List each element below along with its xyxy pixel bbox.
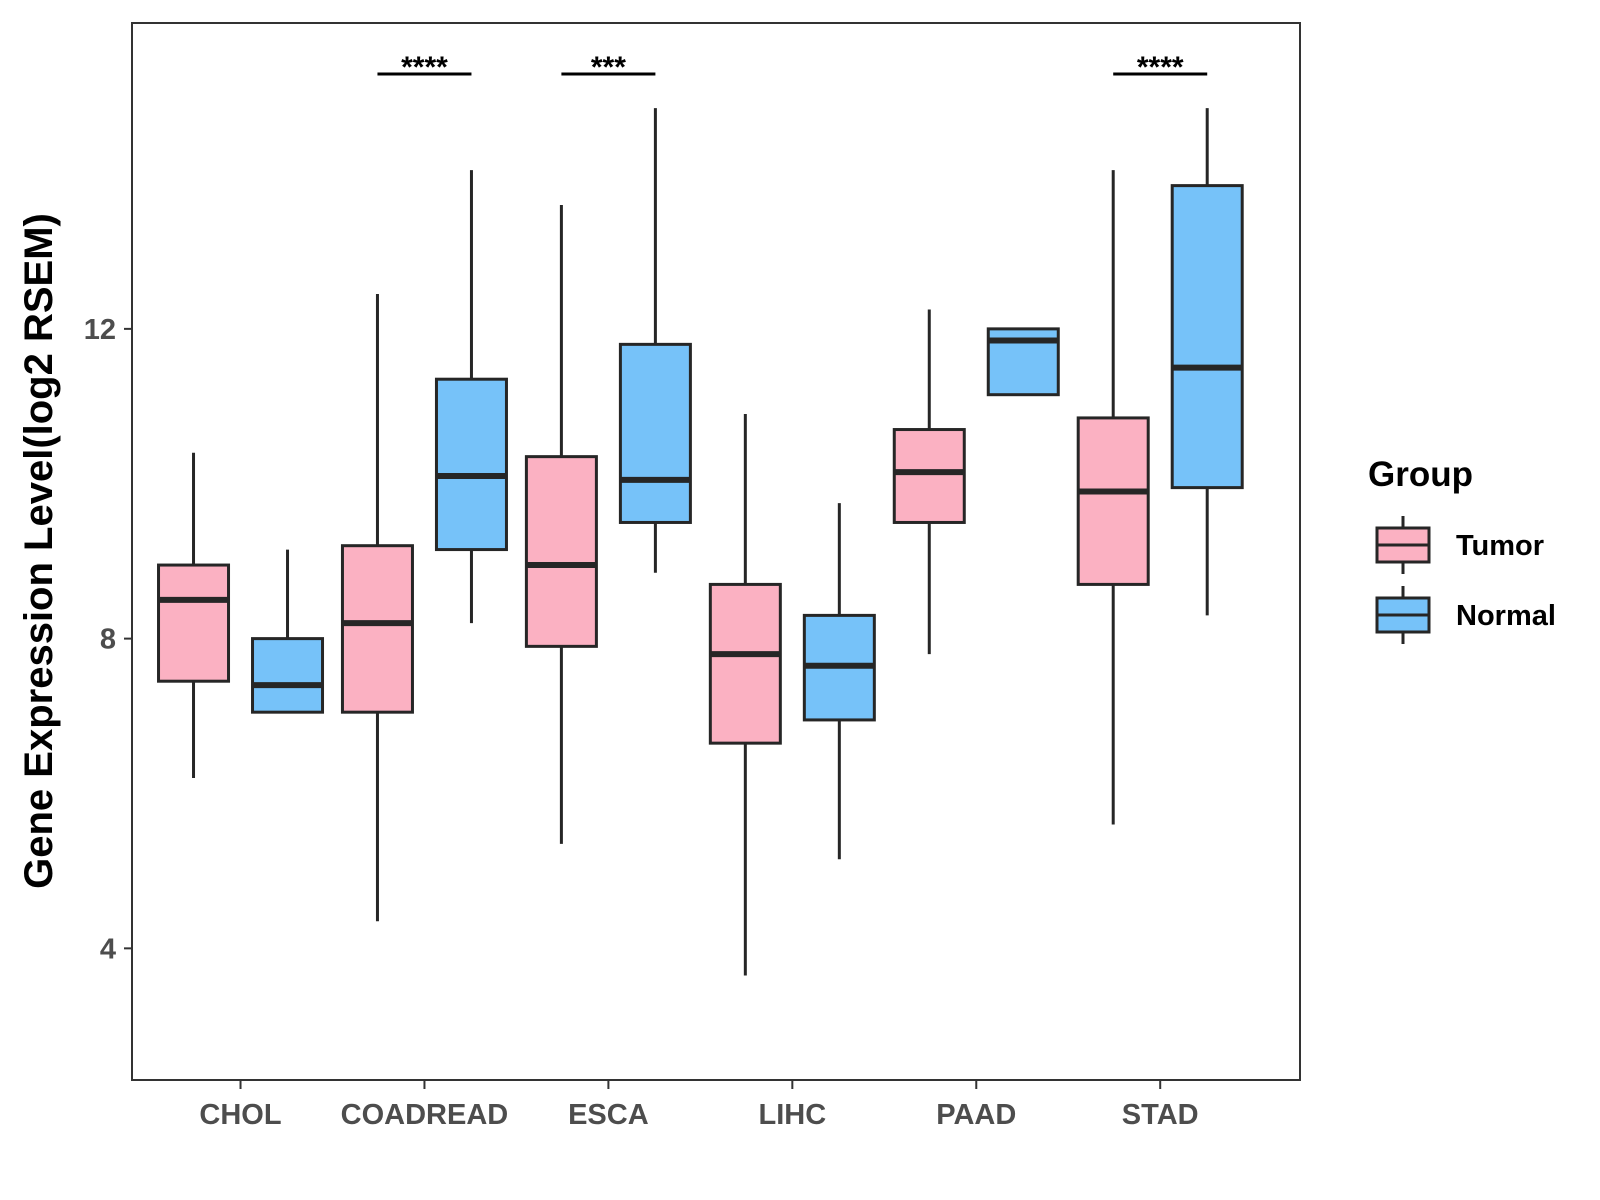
x-tick-label: CHOL [199,1099,281,1131]
box-tumor-esca [524,204,598,844]
box-normal-chol [251,549,325,714]
y-tick-label: 8 [100,624,116,656]
box-normal-stad [1170,108,1244,616]
box-normal-coadread [434,170,508,624]
x-tick-label: ESCA [568,1099,649,1131]
x-tick-label: PAAD [936,1099,1016,1131]
legend-key-normal [1375,586,1431,644]
box-body [340,544,414,714]
x-axis: CHOL COADREAD ESCA LIHC PAAD STAD [199,1080,1199,1131]
box-body [618,342,692,524]
legend-label-tumor: Tumor [1456,530,1544,562]
box-tumor-paad [892,309,966,655]
legend-label-normal: Normal [1456,600,1556,632]
box-normal-esca [618,108,692,573]
box-body [434,377,508,552]
box-normal-paad [986,327,1060,397]
y-tick-label: 4 [100,933,116,965]
box-tumor-lihc [708,414,782,976]
x-tick-label: COADREAD [341,1099,509,1131]
x-tick-label: LIHC [758,1099,826,1131]
box-marks [157,108,1244,976]
box-normal-lihc [802,503,876,860]
box-tumor-coadread [340,294,414,922]
y-axis: 4 8 12 [84,314,132,965]
box-body [892,428,966,524]
significance-annotations: **** *** **** [377,51,1208,84]
box-body [708,582,782,745]
box-tumor-stad [1076,170,1150,825]
legend: Group Tumor Normal [1368,455,1556,644]
box-body [1076,416,1150,586]
box-tumor-chol [157,452,231,778]
y-tick-label: 12 [84,314,116,346]
significance-label: **** [1137,51,1184,84]
x-tick-label: STAD [1122,1099,1199,1131]
significance-label: *** [591,51,626,84]
legend-key-tumor [1375,516,1431,574]
y-axis-title: Gene Expression Level(log2 RSEM) [17,213,61,889]
box-body [1170,184,1244,490]
box-body [157,563,231,683]
significance-label: **** [401,51,448,84]
box-body [524,455,598,648]
box-body [251,637,325,714]
legend-title: Group [1368,455,1473,494]
